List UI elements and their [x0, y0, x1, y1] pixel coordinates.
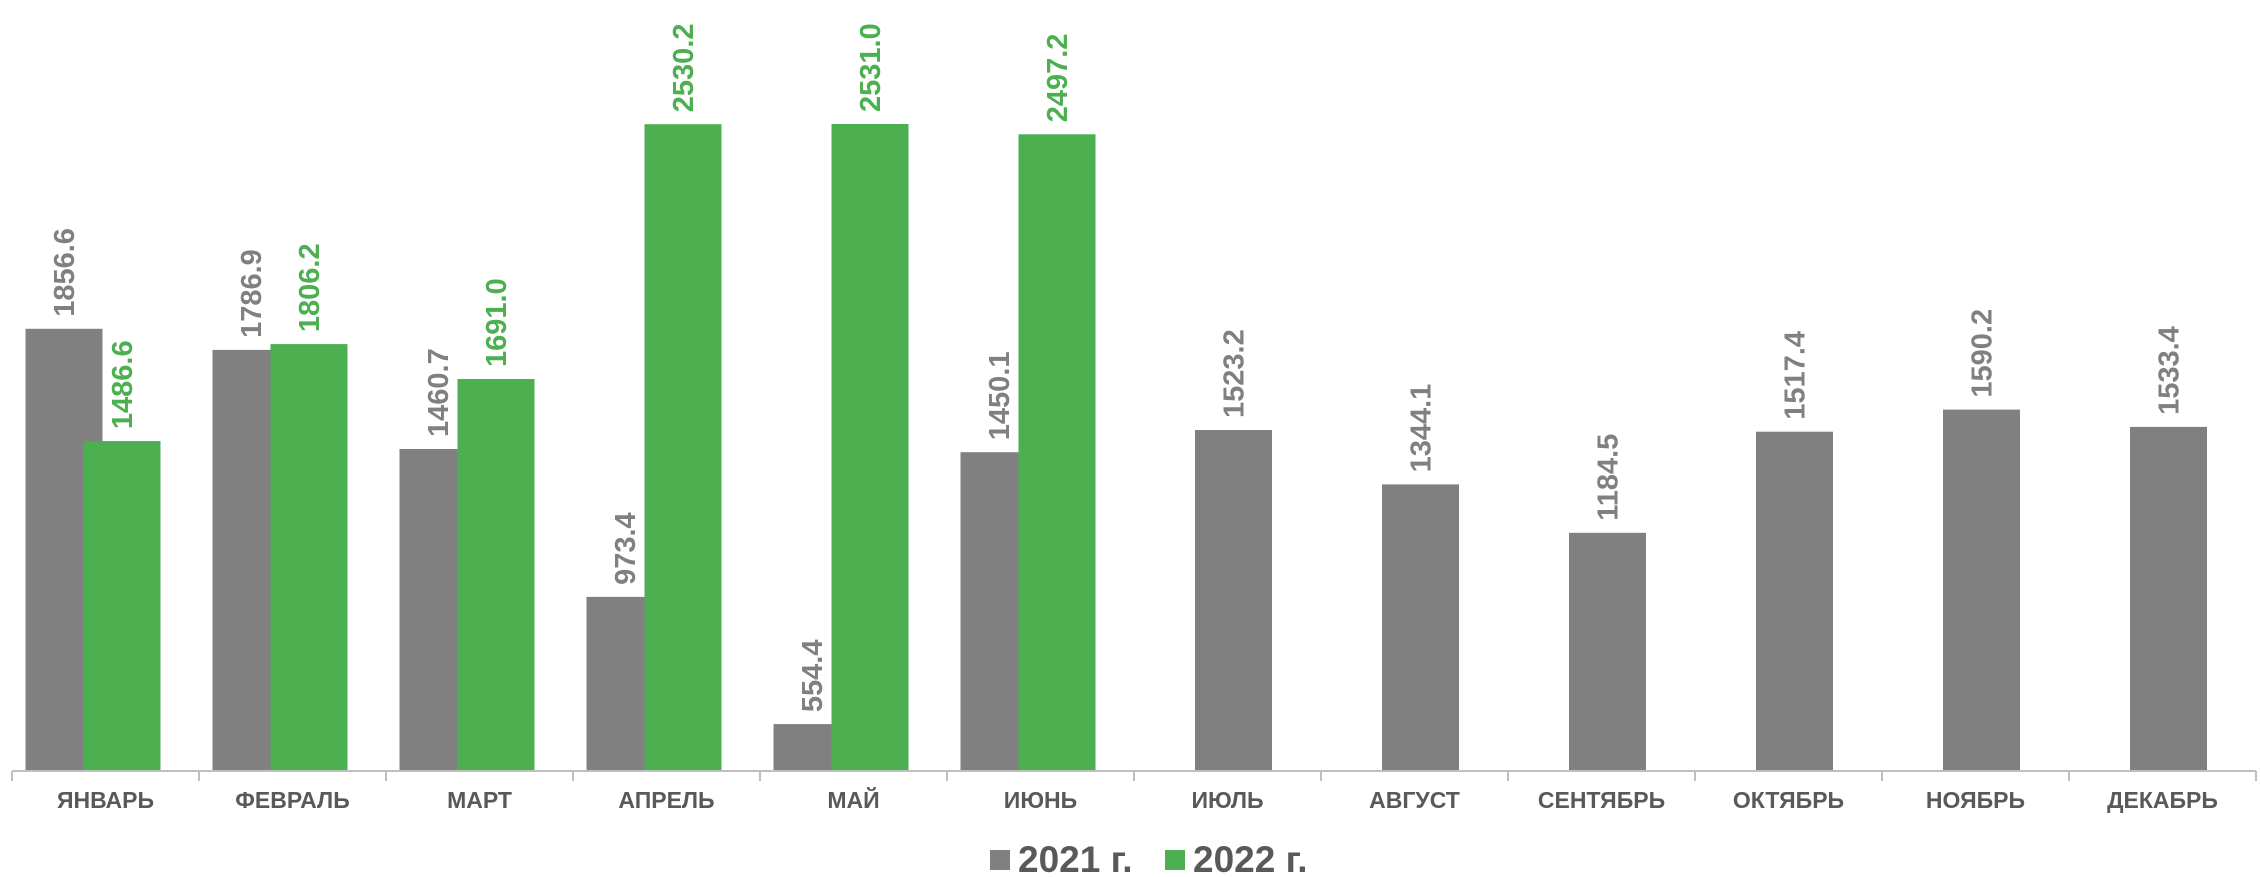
legend-swatch-2022: [1165, 850, 1185, 870]
bar-2022-6: [1018, 134, 1096, 772]
bar-2022-5: [831, 124, 909, 771]
x-tick-label: ЯНВАРЬ: [57, 787, 154, 813]
bar-2022-4: [644, 124, 722, 771]
data-label-2022-3: 1691.0: [481, 278, 513, 367]
data-label-2021-9: 1184.5: [1593, 434, 1625, 521]
x-axis-ticks: [11, 771, 2257, 781]
x-tick-label: МАРТ: [447, 787, 512, 813]
bar-2021-7: [1195, 430, 1272, 771]
legend-label-2021: 2021 г.: [1018, 839, 1133, 877]
x-tick-label: ФЕВРАЛЬ: [235, 787, 349, 813]
bars-group: [25, 124, 2207, 772]
bar-2021-12: [2130, 426, 2207, 771]
data-label-2021-4: 973.4: [610, 512, 642, 585]
data-label-2021-6: 1450.1: [984, 351, 1016, 440]
data-label-2022-6: 2497.2: [1042, 34, 1074, 123]
data-label-2021-8: 1344.1: [1406, 384, 1438, 473]
x-tick-label: ОКТЯБРЬ: [1733, 787, 1844, 813]
x-tick-label: МАЙ: [827, 786, 879, 813]
x-tick-label: НОЯБРЬ: [1926, 787, 2025, 813]
x-tick-label: АВГУСТ: [1369, 787, 1460, 813]
x-tick-label: ИЮЛЬ: [1191, 787, 1263, 813]
data-label-2022-2: 1806.2: [294, 243, 326, 332]
data-label-2021-3: 1460.7: [423, 348, 455, 437]
data-label-2021-7: 1523.2: [1219, 329, 1251, 418]
x-tick-label: АПРЕЛЬ: [618, 787, 714, 813]
data-label-2021-11: 1590.2: [1967, 309, 1999, 398]
x-tick-label: ИЮНЬ: [1004, 787, 1077, 813]
data-label-2022-5: 2531.0: [855, 23, 887, 112]
data-label-2021-10: 1517.4: [1780, 331, 1812, 420]
data-label-2021-1: 1856.6: [49, 228, 81, 317]
bar-2022-2: [270, 344, 348, 771]
data-label-2022-1: 1486.6: [107, 340, 139, 429]
bar-2021-8: [1382, 484, 1459, 771]
x-tick-label: СЕНТЯБРЬ: [1538, 787, 1665, 813]
bar-2022-3: [457, 379, 535, 771]
legend-label-2022: 2022 г.: [1193, 839, 1308, 877]
bar-2021-11: [1943, 409, 2020, 771]
legend-swatch-2021: [990, 850, 1010, 870]
x-axis-labels: ЯНВАРЬ ФЕВРАЛЬ МАРТ АПРЕЛЬ МАЙ ИЮНЬ ИЮЛЬ АВГУСТ…: [57, 786, 2218, 813]
data-label-2021-5: 554.4: [797, 640, 829, 713]
legend: 2021 г. 2022 г.: [990, 839, 1308, 877]
bar-2021-10: [1756, 431, 1833, 771]
data-label-2022-4: 2530.2: [668, 23, 700, 112]
x-tick-label: ДЕКАБРЬ: [2107, 787, 2218, 813]
data-labels-group: 1856.6 1486.6 1786.9 1806.2 1460.7 1691.0 973.…: [49, 23, 2186, 712]
bar-2022-1: [83, 441, 161, 771]
data-label-2021-12: 1533.4: [2154, 326, 2186, 415]
data-label-2021-2: 1786.9: [236, 249, 268, 338]
bar-2021-9: [1569, 532, 1646, 771]
